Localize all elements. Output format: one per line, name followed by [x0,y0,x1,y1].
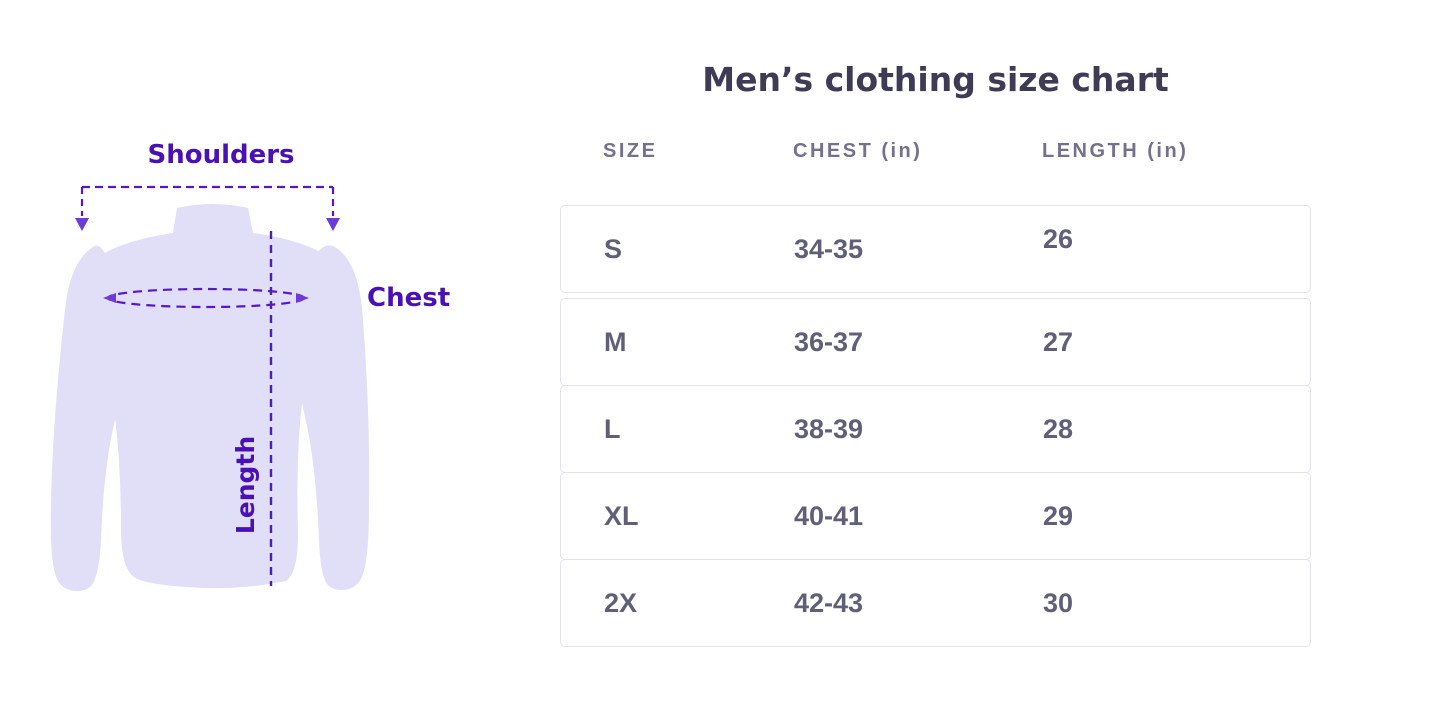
shirt-measurement-illustration [50,185,370,592]
page-title: Men’s clothing size chart [702,60,1169,99]
table-header-row: SIZE CHEST (in) LENGTH (in) [560,140,1311,163]
size-cell: S [604,233,623,264]
chest-left-arrowhead-icon [103,293,116,303]
shoulders-measure-arrow [80,185,335,216]
chest-cell: 42-43 [794,587,864,618]
chest-cell: 40-41 [794,500,864,531]
column-header-chest: CHEST (in) [793,140,923,162]
table-row-l: L 38-39 28 [560,385,1311,473]
length-cell: 27 [1043,326,1074,357]
table-row-xl: XL 40-41 29 [560,472,1311,560]
size-table: S 34-35 26 M 36-37 27 L 38-39 28 XL 40-4… [560,205,1311,647]
chest-cell: 34-35 [794,233,864,264]
size-table-section: Men’s clothing size chart SIZE CHEST (in… [560,0,1311,725]
shoulders-left-arrowhead-icon [75,218,89,231]
size-cell: 2X [604,587,638,618]
shirt-left-sleeve-shape [50,245,123,592]
size-cell: XL [604,500,639,531]
table-row-s: S 34-35 26 [560,205,1311,293]
chest-cell: 36-37 [794,326,864,357]
table-row-m: M 36-37 27 [560,298,1311,386]
shirt-right-sleeve-shape [298,245,370,591]
table-row-2x: 2X 42-43 30 [560,559,1311,647]
column-header-length: LENGTH (in) [1042,140,1189,162]
chest-label: Chest [367,283,451,313]
size-cell: L [604,413,621,444]
chest-cell: 38-39 [794,413,864,444]
size-cell: M [604,326,627,357]
shirt-body-shape [82,204,343,589]
length-cell: 30 [1043,587,1074,618]
shoulders-label: Shoulders [147,140,295,170]
length-cell: 26 [1043,223,1074,254]
length-cell: 29 [1043,500,1074,531]
shoulders-right-arrowhead-icon [326,218,340,231]
length-cell: 28 [1043,413,1074,444]
chest-right-arrowhead-icon [296,293,309,303]
column-header-size: SIZE [603,140,658,162]
length-label: Length [231,435,260,535]
